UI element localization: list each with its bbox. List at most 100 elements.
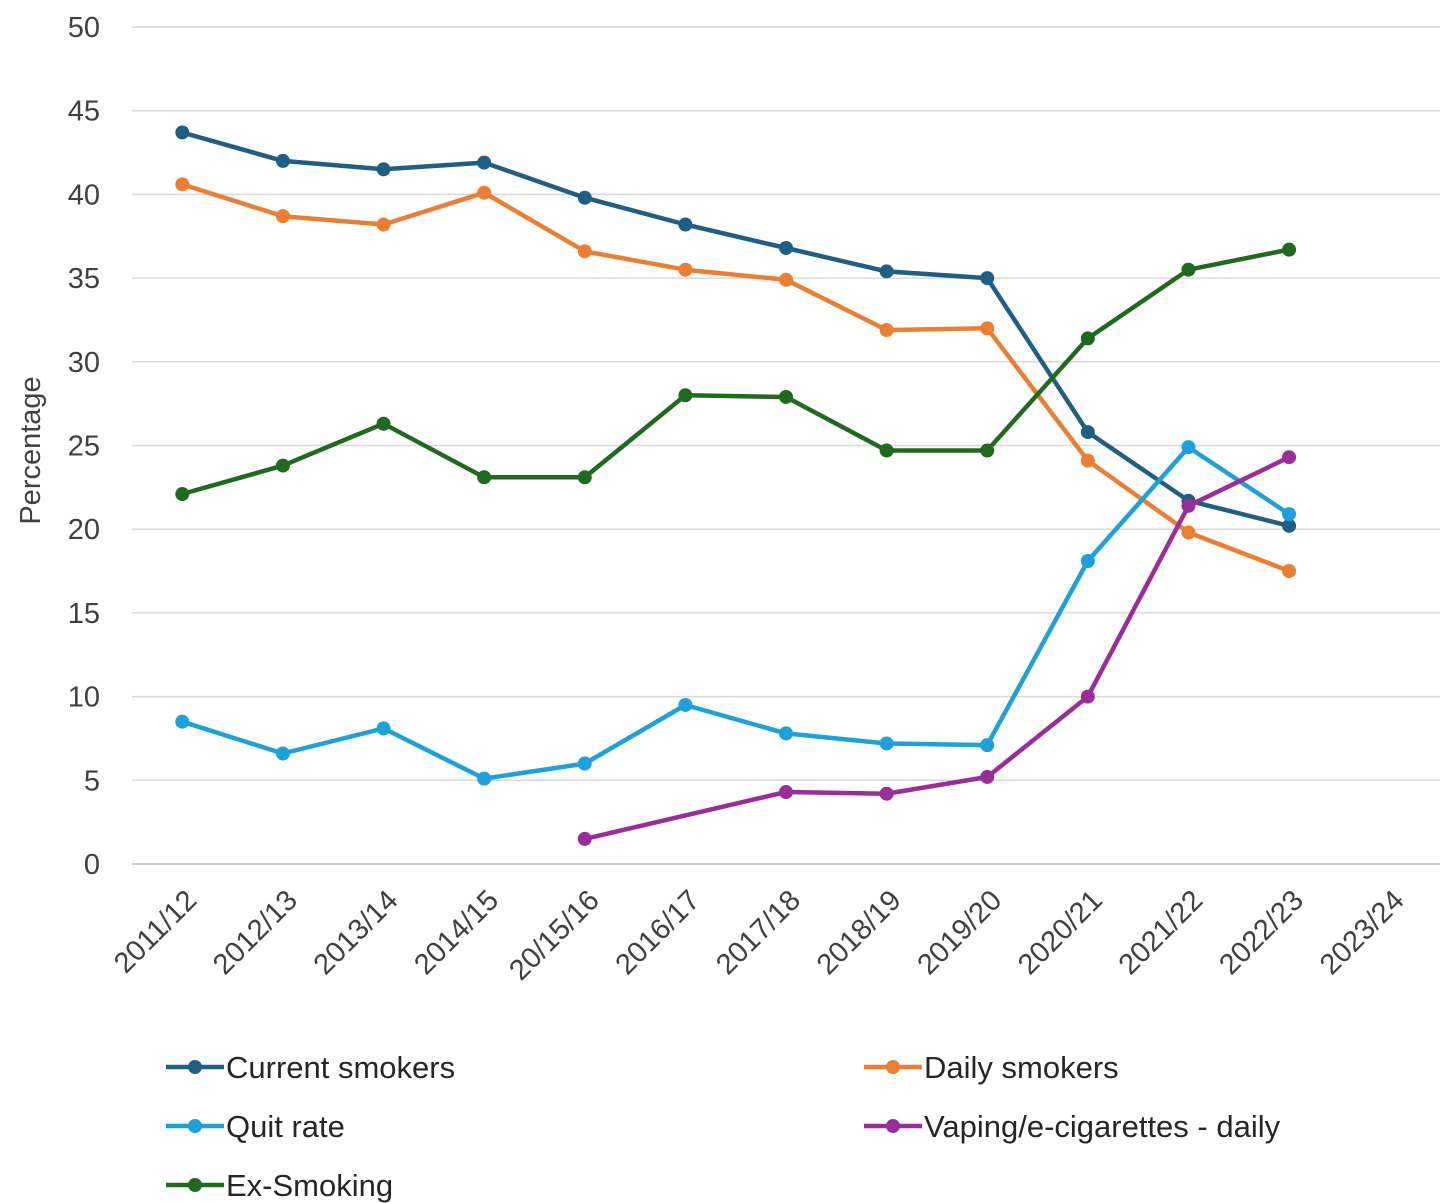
y-tick-label: 5 bbox=[84, 765, 100, 797]
data-point bbox=[779, 785, 793, 800]
data-point bbox=[1282, 242, 1297, 257]
data-point bbox=[577, 470, 592, 485]
data-point bbox=[879, 736, 894, 751]
x-tick-label: 2014/15 bbox=[408, 884, 505, 981]
data-point bbox=[175, 125, 190, 140]
legend-label: Daily smokers bbox=[924, 1050, 1119, 1085]
data-point bbox=[779, 272, 793, 287]
y-tick-label: 25 bbox=[68, 431, 100, 463]
data-point bbox=[175, 177, 190, 192]
legend-swatch-marker bbox=[886, 1060, 900, 1074]
legend-item: Vaping/e-cigarettes - daily bbox=[864, 1109, 1281, 1144]
data-point bbox=[779, 389, 793, 404]
x-tick-label: 2022/23 bbox=[1213, 884, 1310, 981]
legend-item: Ex-Smoking bbox=[166, 1168, 393, 1203]
data-point bbox=[1080, 554, 1095, 569]
y-tick-label: 40 bbox=[68, 179, 100, 211]
series-line bbox=[180, 182, 1292, 574]
y-tick-label: 50 bbox=[68, 12, 100, 44]
y-tick-label: 30 bbox=[68, 347, 100, 379]
data-point bbox=[376, 217, 391, 232]
y-tick-label: 45 bbox=[68, 96, 100, 128]
data-point bbox=[879, 264, 894, 279]
y-tick-label: 15 bbox=[68, 598, 100, 630]
x-tick-label: 2016/17 bbox=[610, 884, 707, 981]
data-point bbox=[779, 240, 793, 255]
series-ex-smoking bbox=[175, 242, 1297, 502]
data-point bbox=[376, 416, 391, 431]
legend-swatch-marker bbox=[188, 1178, 202, 1192]
data-point bbox=[1080, 425, 1095, 440]
data-point bbox=[1181, 525, 1196, 540]
y-axis-title: Percentage bbox=[15, 376, 47, 524]
legend-swatch-marker bbox=[886, 1119, 900, 1133]
legend-label: Quit rate bbox=[226, 1109, 345, 1144]
data-point bbox=[1282, 518, 1297, 533]
data-point bbox=[175, 487, 190, 502]
data-point bbox=[1181, 262, 1196, 277]
legend-item: Quit rate bbox=[166, 1109, 345, 1144]
y-tick-label: 10 bbox=[68, 682, 100, 714]
data-point bbox=[175, 714, 190, 729]
data-point bbox=[275, 209, 290, 224]
data-point bbox=[980, 738, 995, 753]
series-line bbox=[180, 247, 1292, 497]
data-point bbox=[678, 697, 693, 712]
series-vaping-e-cigarettes-daily bbox=[577, 450, 1297, 846]
data-point bbox=[577, 831, 592, 846]
data-point bbox=[980, 271, 995, 286]
x-tick-label: 2018/19 bbox=[811, 884, 908, 981]
x-tick-label: 2023/24 bbox=[1314, 884, 1411, 981]
x-tick-label: 20/15/16 bbox=[503, 884, 605, 986]
y-tick-label: 0 bbox=[84, 849, 100, 881]
x-tick-label: 2019/20 bbox=[911, 884, 1008, 981]
data-point bbox=[980, 769, 995, 784]
series-line bbox=[582, 454, 1292, 842]
data-point bbox=[577, 244, 592, 259]
legend-swatch-marker bbox=[188, 1060, 202, 1074]
y-axis-ticks: 0 5 10 15 20 25 30 35 40 45 50 bbox=[68, 12, 100, 881]
y-tick-label: 35 bbox=[68, 263, 100, 295]
data-point bbox=[477, 155, 492, 170]
data-point bbox=[577, 756, 592, 771]
data-point bbox=[275, 458, 290, 473]
x-tick-label: 2011/12 bbox=[108, 884, 203, 979]
legend-item: Current smokers bbox=[166, 1050, 455, 1085]
legend: Current smokers Daily smokers Quit rate Vap… bbox=[166, 1050, 1281, 1203]
legend-item: Daily smokers bbox=[864, 1050, 1119, 1085]
data-point bbox=[376, 721, 391, 736]
legend-label: Current smokers bbox=[226, 1050, 455, 1085]
legend-label: Ex-Smoking bbox=[226, 1168, 393, 1203]
data-point bbox=[577, 190, 592, 205]
data-point bbox=[275, 153, 290, 168]
series-current-smokers bbox=[175, 125, 1297, 533]
y-tick-label: 20 bbox=[68, 514, 100, 546]
data-point bbox=[980, 321, 995, 336]
data-point bbox=[1282, 564, 1297, 579]
series-quit-rate bbox=[175, 440, 1297, 786]
data-point bbox=[1080, 689, 1095, 704]
data-point bbox=[477, 771, 492, 786]
data-point bbox=[678, 388, 693, 403]
data-point bbox=[980, 443, 995, 458]
data-point bbox=[678, 262, 693, 277]
x-tick-label: 2013/14 bbox=[308, 884, 405, 981]
legend-label: Vaping/e-cigarettes - daily bbox=[924, 1109, 1281, 1144]
data-point bbox=[1282, 507, 1297, 522]
series-layer bbox=[175, 125, 1297, 846]
data-point bbox=[1181, 440, 1196, 455]
gridlines bbox=[132, 26, 1440, 865]
data-point bbox=[879, 443, 894, 458]
data-point bbox=[1181, 498, 1196, 513]
data-point bbox=[779, 726, 793, 741]
legend-swatch-marker bbox=[188, 1119, 202, 1133]
x-tick-label: 2020/21 bbox=[1012, 884, 1109, 981]
data-point bbox=[376, 162, 391, 177]
x-tick-label: 2021/22 bbox=[1113, 884, 1210, 981]
data-point bbox=[678, 217, 693, 232]
data-point bbox=[1080, 453, 1095, 468]
data-point bbox=[275, 746, 290, 761]
series-daily-smokers bbox=[175, 177, 1297, 579]
